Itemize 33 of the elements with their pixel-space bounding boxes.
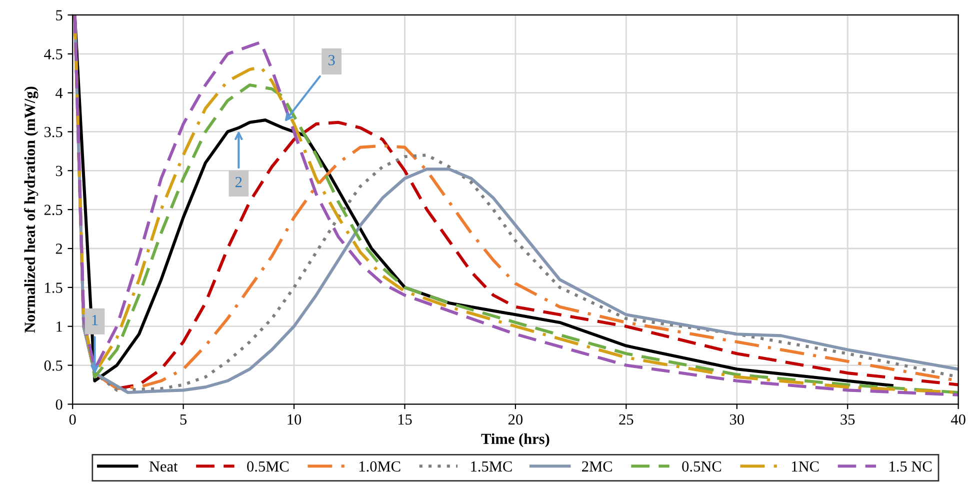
x-tick-label: 0 [69,414,76,425]
y-tick-label: 0 [56,399,62,410]
x-axis-title: Time (hrs) [481,433,550,448]
annotation: 1 [92,314,98,326]
x-tick-label: 25 [619,414,634,425]
legend-label: 1.0MC [360,461,400,472]
legend-label: 1NC [792,461,819,472]
x-tick-label: 30 [730,414,744,425]
y-axis-title: Normalized heat of hydration (mW/g) [24,86,38,333]
legend-label: 1.5MC [471,461,512,472]
y-tick-label: 0.5 [44,360,62,371]
legend-label: 2MC [582,461,612,472]
y-tick-label: 3.5 [44,126,62,138]
y-tick-label: 1.5 [45,282,62,293]
x-tick-label: 10 [288,414,302,425]
annotation: 3 [328,55,335,66]
y-tick-label: 4 [56,88,63,98]
legend-label: Neat [149,461,178,472]
y-tick-label: 5 [56,10,62,20]
y-tick-label: 2 [56,244,62,254]
x-tick-label: 15 [398,414,412,425]
legend-label: 0.5NC [682,461,722,472]
y-tick-label: 2.5 [44,204,62,216]
y-tick-label: 3 [56,166,62,176]
y-tick-label: 4.5 [44,49,62,60]
y-tick-label: 1 [56,322,62,332]
legend-label: 0.5MC [247,461,289,472]
annotation: 2 [236,176,242,188]
x-tick-label: 20 [508,414,523,425]
x-tick-label: 5 [180,414,187,425]
x-tick-label: 35 [840,414,855,425]
x-tick-label: 40 [950,414,966,425]
legend-label: 1.5 NC [890,461,932,472]
